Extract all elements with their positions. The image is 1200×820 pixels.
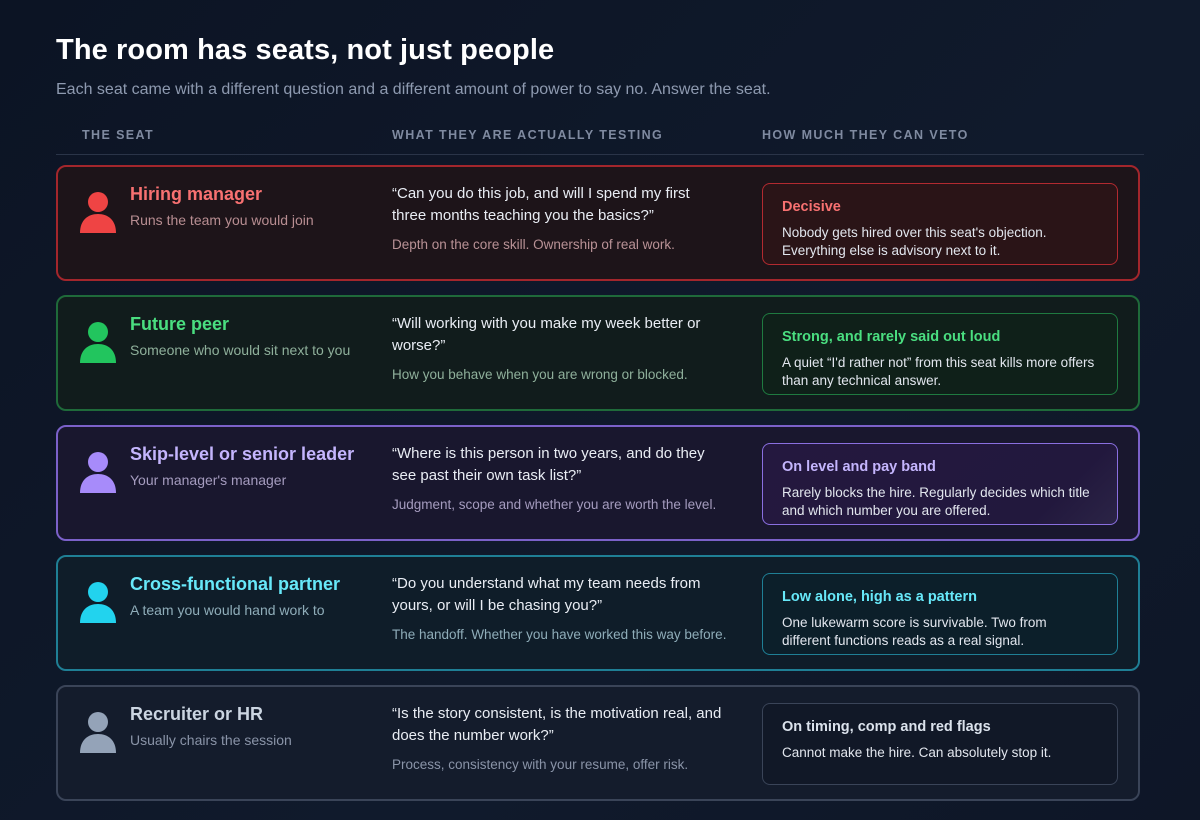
seat-name: Skip-level or senior leader <box>130 444 355 464</box>
person-icon <box>80 712 116 753</box>
seat-row-recruiter-hr: Recruiter or HR Usually chairs the sessi… <box>56 685 1140 801</box>
person-icon <box>80 582 116 623</box>
veto-description: Nobody gets hired over this seat's objec… <box>782 225 1047 258</box>
person-icon <box>80 192 116 233</box>
veto-description: Cannot make the hire. Can absolutely sto… <box>782 745 1052 760</box>
seat-description: Your manager's manager <box>130 472 287 488</box>
veto-title: On level and pay band <box>782 459 936 475</box>
seat-row-cross-functional-partner: Cross-functional partner A team you woul… <box>56 555 1140 671</box>
seat-row-hiring-manager: Hiring manager Runs the team you would j… <box>56 165 1140 281</box>
veto-box: Strong, and rarely said out loud A quiet… <box>762 313 1118 395</box>
veto-box: Decisive Nobody gets hired over this sea… <box>762 183 1118 265</box>
seat-name: Future peer <box>130 314 230 334</box>
veto-box: Low alone, high as a pattern One lukewar… <box>762 573 1118 655</box>
veto-box: On timing, comp and red flags Cannot mak… <box>762 703 1118 785</box>
seat-row-future-peer: Future peer Someone who would sit next t… <box>56 295 1140 411</box>
column-header-seat: THE SEAT <box>82 128 155 142</box>
veto-title: Low alone, high as a pattern <box>782 589 977 605</box>
veto-title: Decisive <box>782 199 841 215</box>
veto-description: One lukewarm score is survivable. Two fr… <box>782 615 1047 648</box>
seat-question: “Can you do this job, and will I spend m… <box>392 185 690 224</box>
seat-description: A team you would hand work to <box>130 602 325 618</box>
seat-question: “Will working with you make my week bett… <box>392 315 701 354</box>
veto-description: A quiet “I'd rather not” from this seat … <box>782 355 1095 388</box>
seat-description: Someone who would sit next to you <box>130 342 351 358</box>
seat-question: “Where is this person in two years, and … <box>392 445 705 484</box>
veto-title: Strong, and rarely said out loud <box>782 329 1001 345</box>
seat-name: Cross-functional partner <box>130 574 341 594</box>
column-header-testing: WHAT THEY ARE ACTUALLY TESTING <box>392 128 664 142</box>
seat-row-skip-level: Skip-level or senior leader Your manager… <box>56 425 1140 541</box>
person-icon <box>80 322 116 363</box>
seat-description: Runs the team you would join <box>130 212 314 228</box>
seat-test: The handoff. Whether you have worked thi… <box>392 627 727 642</box>
page-title: The room has seats, not just people <box>56 34 555 66</box>
seat-question: “Do you understand what my team needs fr… <box>392 575 701 614</box>
veto-description: Rarely blocks the hire. Regularly decide… <box>782 485 1090 518</box>
seat-test: How you behave when you are wrong or blo… <box>392 367 688 382</box>
seat-name: Recruiter or HR <box>130 704 264 724</box>
seat-test: Judgment, scope and whether you are wort… <box>392 497 717 512</box>
column-header-veto: HOW MUCH THEY CAN VETO <box>762 128 969 142</box>
column-headers: THE SEAT WHAT THEY ARE ACTUALLY TESTING … <box>56 128 1144 155</box>
veto-box: On level and pay band Rarely blocks the … <box>762 443 1118 525</box>
seat-question: “Is the story consistent, is the motivat… <box>392 705 722 744</box>
page-subtitle: Each seat came with a different question… <box>56 81 771 98</box>
seat-test: Depth on the core skill. Ownership of re… <box>392 237 675 252</box>
seat-description: Usually chairs the session <box>130 732 292 748</box>
seat-test: Process, consistency with your resume, o… <box>392 757 689 772</box>
person-icon <box>80 452 116 493</box>
veto-title: On timing, comp and red flags <box>782 719 991 735</box>
seat-name: Hiring manager <box>130 184 263 204</box>
